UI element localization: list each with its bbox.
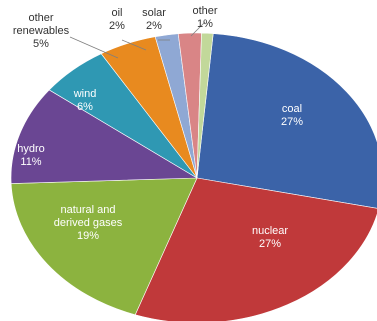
leader-line-other <box>190 21 206 37</box>
pie-slice-nuclear <box>134 177 377 321</box>
leader-lines <box>69 21 206 59</box>
pie-slice-natural-and-derived-gases <box>10 177 198 316</box>
leader-line-oil <box>121 39 147 51</box>
pie-slices <box>10 32 377 321</box>
leader-line-other-renewables <box>69 36 119 59</box>
slice-label-other-renewables: other renewables 5% <box>13 12 70 50</box>
slice-label-solar: solar 2% <box>142 7 166 32</box>
slice-label-coal: coal 27% <box>281 103 303 128</box>
pie-slice-hydro <box>10 89 199 184</box>
pie-slice-coal <box>196 33 377 209</box>
slice-labels: coal 27% nuclear 27% natural and derived gase… <box>13 5 303 250</box>
pie-slice-other <box>196 32 214 179</box>
slice-label-wind: wind 6% <box>73 88 97 113</box>
slice-label-natural-and-derived-gases: natural and derived gases 19% <box>54 204 123 242</box>
slice-label-nuclear: nuclear 27% <box>252 225 288 250</box>
slice-label-other: other 1% <box>192 5 217 30</box>
slice-label-oil: oil 2% <box>109 7 125 32</box>
slice-label-hydro: hydro 11% <box>17 143 45 168</box>
